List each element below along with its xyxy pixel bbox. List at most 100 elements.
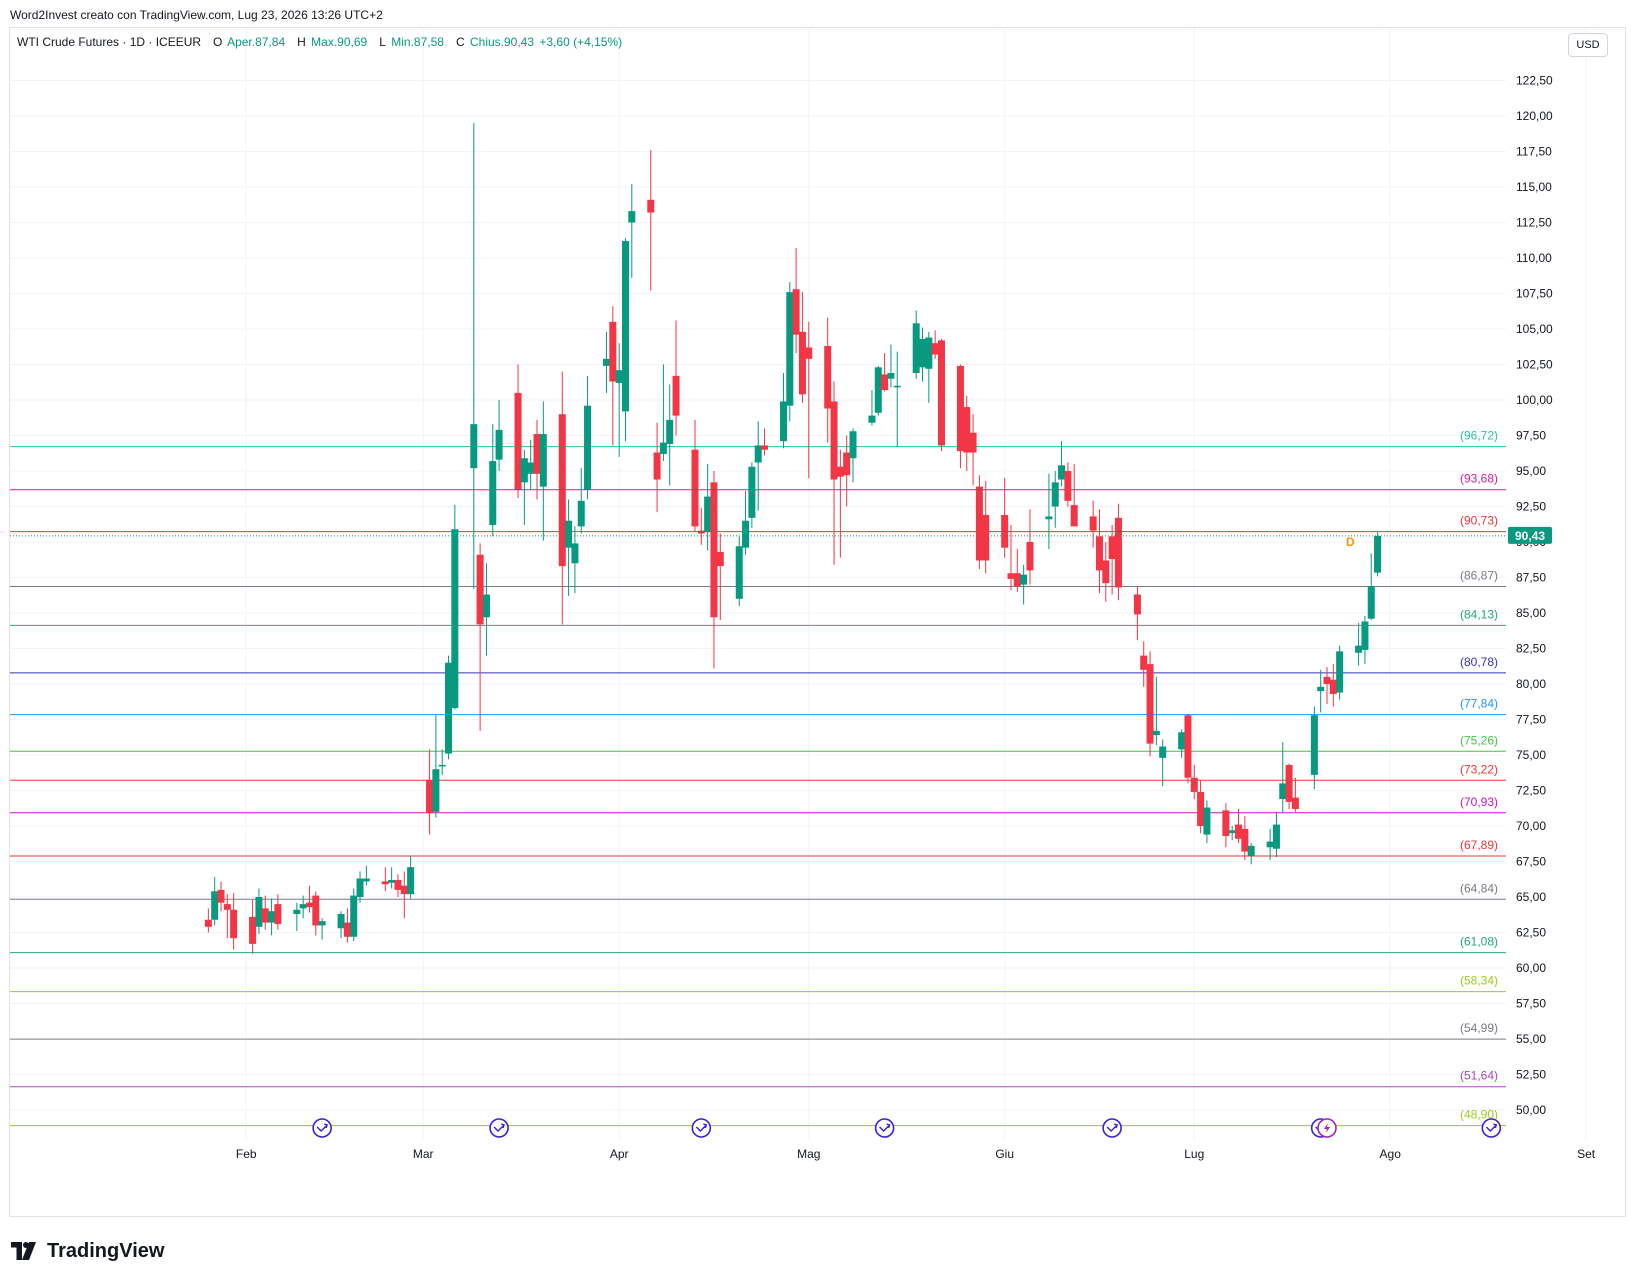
event-icon-arrowhead (886, 1123, 891, 1129)
event-markers-layer: D (312, 535, 1502, 1138)
candle-body (1310, 715, 1318, 775)
earnings-event-icon[interactable] (1317, 1118, 1337, 1138)
candle-body (748, 466, 756, 518)
candle-body (824, 346, 832, 409)
candle-body (565, 520, 573, 548)
currency-button[interactable]: USD (1568, 33, 1608, 57)
x-tick-label: Lug (1184, 1147, 1204, 1161)
candle-body (1007, 573, 1015, 579)
candle-body (381, 881, 389, 885)
candle-body (1291, 797, 1299, 809)
level-label: (86,87) (1460, 568, 1498, 582)
candle-body (830, 401, 838, 480)
economic-event-icon[interactable] (312, 1118, 332, 1138)
candle-body (1051, 482, 1059, 507)
candle-body (849, 431, 857, 459)
candle-body (975, 486, 983, 561)
y-tick-label: 105,00 (1516, 322, 1553, 336)
candle-body (963, 407, 971, 453)
candle-body (388, 879, 396, 883)
candle-body (1355, 645, 1363, 653)
grid-layer (10, 28, 1587, 1140)
candle-body (1228, 830, 1236, 834)
candle-body (931, 343, 939, 355)
candle-body (312, 895, 320, 926)
candle-body (843, 452, 851, 476)
legend-low-label: L (379, 35, 386, 49)
y-tick-label: 65,00 (1516, 890, 1546, 904)
candle-body (356, 878, 364, 897)
tradingview-logo-icon (11, 1242, 36, 1260)
candle-body (489, 461, 497, 525)
candle-body (520, 458, 528, 483)
economic-event-icon[interactable] (874, 1118, 895, 1138)
candle-body (514, 392, 522, 490)
candle-body (710, 482, 718, 618)
candle-body (1178, 732, 1186, 750)
event-icon-arrow (695, 1124, 707, 1132)
candle-body (792, 289, 800, 335)
event-icon-ring (691, 1118, 712, 1138)
candle-body (691, 449, 699, 527)
event-icon-arrowhead (323, 1123, 329, 1129)
x-tick-label: Mag (797, 1147, 820, 1161)
candle-body (628, 211, 636, 223)
candle-body (1058, 465, 1066, 480)
candle-body (343, 922, 351, 937)
price-axis: 50,00 52,50 55,00 57,50 60,00 62,50 65,00 67,50… (1508, 74, 1553, 1117)
event-icon-ring (1481, 1118, 1502, 1138)
legend-open-label: O (213, 35, 223, 49)
candle-body (969, 432, 977, 453)
candle-body (527, 462, 535, 474)
economic-event-icon[interactable] (691, 1118, 712, 1138)
candle-body (647, 199, 655, 213)
candle-body (211, 891, 219, 920)
candle-body (1184, 715, 1192, 778)
level-label: (84,13) (1460, 607, 1498, 621)
y-tick-label: 60,00 (1516, 961, 1546, 975)
candle-body (293, 909, 301, 915)
candle-body (754, 445, 762, 463)
economic-event-icon[interactable] (489, 1118, 509, 1138)
candle-body (223, 904, 231, 910)
level-label: (67,89) (1460, 838, 1498, 852)
event-icon-arrowhead (500, 1123, 505, 1129)
economic-event-icon[interactable] (1102, 1118, 1122, 1138)
x-tick-label: Ago (1380, 1147, 1402, 1161)
candle-body (1197, 791, 1205, 826)
x-tick-label: Set (1577, 1147, 1596, 1161)
x-tick-label: Feb (236, 1147, 257, 1161)
event-icon-arrowhead (1113, 1123, 1119, 1129)
candle-body (445, 662, 453, 754)
tradingview-brand[interactable]: TradingView (11, 1239, 164, 1263)
candle-body (653, 452, 661, 480)
economic-event-icon[interactable] (1481, 1118, 1502, 1138)
candle-body (204, 919, 212, 927)
level-label: (54,99) (1460, 1021, 1498, 1035)
candle-body (868, 415, 876, 423)
candle-body (394, 879, 402, 890)
event-icon-arrow (493, 1124, 505, 1132)
candle-body (1323, 676, 1331, 684)
candle-body (956, 365, 964, 452)
candle-body (539, 434, 547, 487)
event-icon-arrowhead (703, 1123, 708, 1129)
candle-body (1064, 471, 1072, 501)
y-tick-label: 97,50 (1516, 429, 1546, 443)
candle-body (476, 554, 484, 625)
candle-body (1367, 586, 1375, 619)
y-tick-label: 87,50 (1516, 571, 1546, 585)
candle-body (407, 867, 415, 895)
candle-body (805, 347, 813, 359)
candle-body (432, 769, 440, 812)
x-tick-label: Apr (610, 1147, 629, 1161)
chart-frame[interactable] (9, 27, 1626, 1217)
event-icon-ring (312, 1118, 332, 1138)
x-tick-label: Giu (995, 1147, 1014, 1161)
y-tick-label: 82,50 (1516, 642, 1546, 656)
candle-body (1247, 845, 1255, 856)
candle-body (919, 338, 927, 368)
candle-body (659, 442, 667, 454)
candle-body (836, 466, 844, 477)
